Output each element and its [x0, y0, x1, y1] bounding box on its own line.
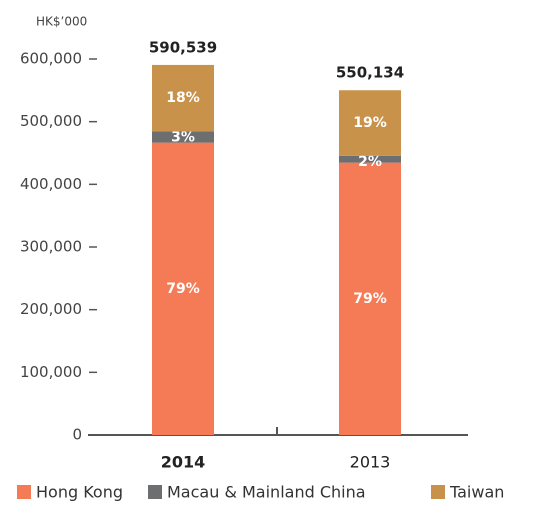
y-tick-label: 0	[72, 426, 82, 444]
total-label: 550,134	[336, 64, 404, 82]
bar-segment	[339, 155, 401, 163]
segment-label: 19%	[353, 115, 387, 131]
segment-label: 3%	[171, 130, 195, 146]
y-tick-label: 400,000	[20, 175, 82, 193]
legend-swatch	[431, 485, 445, 499]
total-label: 590,539	[149, 38, 217, 56]
bar-segment	[152, 131, 214, 143]
bar-segment	[339, 90, 401, 156]
legend-label: Taiwan	[449, 483, 504, 502]
bar-segment	[339, 162, 401, 435]
x-tick-label: 2013	[350, 453, 391, 472]
legend-label: Hong Kong	[36, 483, 123, 502]
y-tick-label: 100,000	[20, 363, 82, 381]
y-tick-label: 600,000	[20, 50, 82, 68]
segment-label: 79%	[166, 281, 200, 297]
bar-segment	[152, 142, 214, 435]
legend-swatch	[17, 485, 31, 499]
y-tick-label: 500,000	[20, 112, 82, 130]
x-tick-label: 2014	[161, 453, 206, 472]
legend-label: Macau & Mainland China	[167, 483, 366, 502]
unit-label: HK$’000	[36, 15, 87, 29]
segment-label: 79%	[353, 291, 387, 307]
y-tick-label: 300,000	[20, 238, 82, 256]
segment-label: 18%	[166, 90, 200, 106]
bar-segment	[152, 64, 214, 132]
segment-label: 2%	[358, 154, 382, 170]
y-tick-label: 200,000	[20, 300, 82, 318]
legend-swatch	[148, 485, 162, 499]
